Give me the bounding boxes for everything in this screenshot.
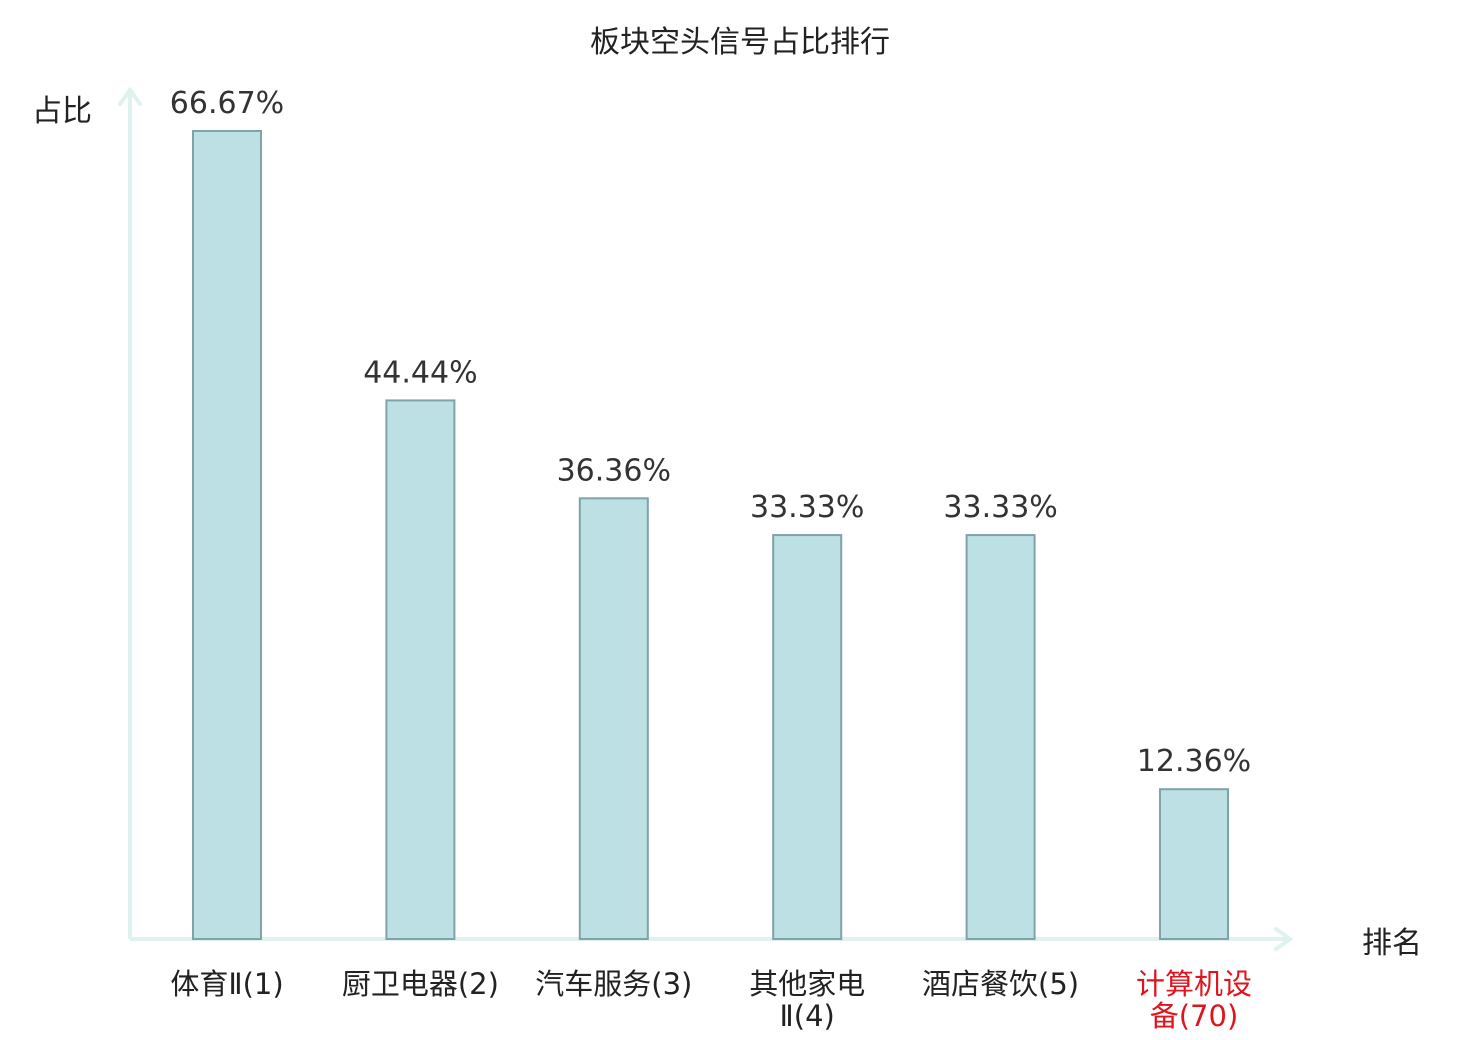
category-label: 汽车服务(3) xyxy=(535,967,692,1001)
y-axis-label: 占比 xyxy=(32,94,92,129)
category-label: 厨卫电器(2) xyxy=(342,967,499,1001)
category-label: 体育Ⅱ(1) xyxy=(170,967,283,1001)
category-label: 计算机设 xyxy=(1136,967,1252,1001)
chart-axes xyxy=(118,86,1294,951)
x-axis-label: 排名 xyxy=(1362,926,1422,961)
bar xyxy=(965,534,1036,940)
value-label: 66.67% xyxy=(170,86,284,121)
value-label: 33.33% xyxy=(943,490,1057,525)
chart-title: 板块空头信号占比排行 xyxy=(590,25,890,60)
value-label: 33.33% xyxy=(750,490,864,525)
category-label: 酒店餐饮(5) xyxy=(922,967,1079,1001)
bar xyxy=(772,534,843,940)
bar xyxy=(192,130,262,940)
y-axis-arrow xyxy=(118,86,142,106)
bar-group xyxy=(192,130,1229,940)
category-label: 其他家电 xyxy=(749,967,865,1001)
x-axis-arrow xyxy=(1274,927,1294,951)
bar xyxy=(385,399,456,940)
bar xyxy=(1159,788,1229,940)
value-label: 36.36% xyxy=(557,453,671,488)
category-label: 备(70) xyxy=(1150,999,1239,1033)
category-label: Ⅱ(4) xyxy=(780,999,835,1033)
value-label: 12.36% xyxy=(1137,744,1251,779)
value-label-group: 66.67% 44.44% 36.36% 33.33% 33.33% 12.36% xyxy=(170,86,1251,779)
value-label: 44.44% xyxy=(363,355,477,390)
bar xyxy=(578,497,649,940)
